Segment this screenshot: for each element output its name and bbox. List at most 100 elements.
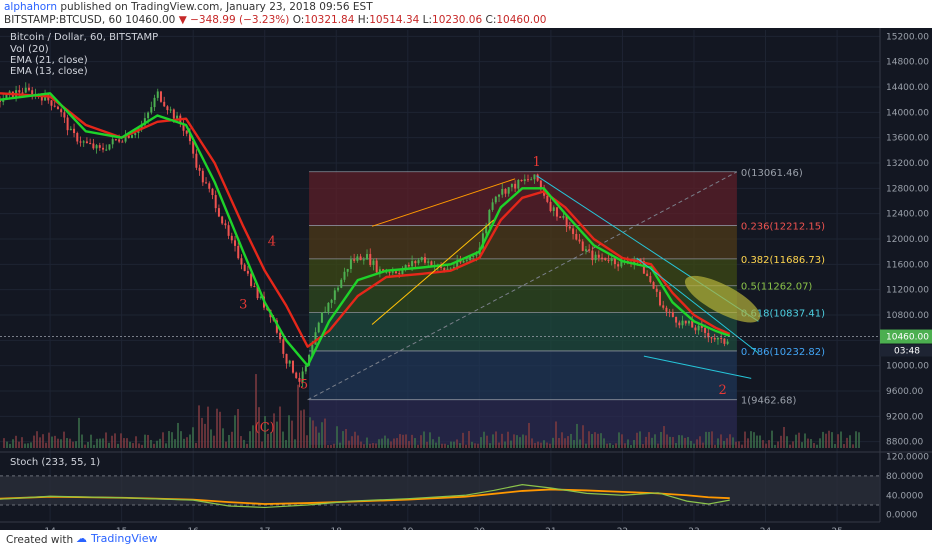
- volume-bar: [390, 441, 392, 448]
- price-tick-label: 13600.00: [886, 134, 929, 144]
- volume-bar: [699, 436, 701, 448]
- candle-body: [253, 285, 256, 287]
- volume-bar: [174, 439, 176, 448]
- volume-bar: [177, 422, 179, 448]
- channel-lower-line: [643, 355, 752, 379]
- candle-body: [8, 91, 11, 94]
- volume-bar: [153, 443, 155, 448]
- volume-bar: [537, 441, 539, 448]
- candle-body: [707, 332, 710, 338]
- volume-bar: [588, 431, 590, 448]
- volume-bar: [726, 438, 728, 448]
- volume-bar: [309, 417, 311, 448]
- volume-bar: [636, 432, 638, 448]
- candle-body: [427, 261, 430, 263]
- volume-bar: [24, 443, 26, 448]
- wave-label: 2: [718, 383, 726, 398]
- volume-bar: [513, 434, 515, 448]
- x-tick-label: 20: [474, 527, 486, 530]
- volume-bar: [171, 432, 173, 448]
- volume-bar: [747, 438, 749, 448]
- volume-bar: [336, 426, 338, 448]
- candle-body: [584, 249, 587, 251]
- volume-bar: [405, 434, 407, 448]
- author-link[interactable]: alphahorn: [4, 1, 57, 13]
- candle-body: [420, 257, 423, 261]
- chart-canvas[interactable]: 0(13061.46) 0.236(12212.15) 0.382(11686.73…: [0, 28, 932, 530]
- candle-body: [671, 312, 674, 317]
- candle-body: [124, 135, 127, 142]
- volume-bar: [507, 431, 509, 448]
- fib-zone: [309, 350, 737, 400]
- volume-bar: [498, 442, 500, 448]
- candle-body: [169, 109, 172, 111]
- x-tick-label: 21: [545, 527, 556, 530]
- volume-bar: [426, 441, 428, 448]
- candle-body: [404, 265, 407, 270]
- volume-bar: [585, 443, 587, 448]
- volume-bar: [723, 440, 725, 448]
- candle-body: [578, 239, 581, 242]
- candle-body: [610, 258, 613, 262]
- published-text: published on TradingView.com, January 23…: [60, 1, 373, 13]
- volume-bar: [186, 437, 188, 448]
- candle-body: [340, 279, 343, 288]
- tradingview-link[interactable]: ☁ TradingView: [72, 532, 157, 545]
- volume-bar: [432, 439, 434, 448]
- high-value: 10514.34: [369, 14, 420, 26]
- price-tick-label: 15200.00: [886, 32, 929, 42]
- candle-body: [285, 353, 288, 364]
- volume-bar: [567, 436, 569, 448]
- candle-body: [102, 147, 105, 150]
- candle-body: [481, 233, 484, 248]
- candle-body: [349, 259, 352, 269]
- volume-bar: [414, 438, 416, 448]
- price-tick-label: 9200.00: [886, 412, 923, 422]
- volume-bar: [3, 438, 5, 448]
- volume-bar: [846, 437, 848, 448]
- candle-body: [279, 332, 282, 340]
- candle-body: [89, 143, 92, 145]
- volume-bar: [783, 426, 785, 448]
- candle-body: [192, 141, 195, 154]
- candle-body: [69, 128, 72, 131]
- volume-bar: [342, 431, 344, 448]
- price-tick-label: 14000.00: [886, 108, 929, 118]
- volume-bar: [183, 438, 185, 448]
- price-tick-label: 14400.00: [886, 83, 929, 93]
- volume-bar: [825, 433, 827, 448]
- volume-bar: [348, 440, 350, 448]
- candle-body: [681, 320, 684, 326]
- volume-bar: [765, 443, 767, 448]
- volume-bar: [576, 423, 578, 448]
- candle-body: [18, 90, 21, 93]
- volume-bar: [720, 434, 722, 448]
- volume-bar: [483, 431, 485, 448]
- volume-bar: [204, 423, 206, 448]
- candle-body: [40, 96, 43, 101]
- volume-bar: [387, 438, 389, 448]
- volume-bar: [39, 437, 41, 448]
- fib-zone: [309, 312, 737, 351]
- wave-label: 4: [268, 234, 276, 249]
- volume-bar: [63, 431, 65, 448]
- candle-body: [655, 288, 658, 292]
- volume-bar: [594, 432, 596, 448]
- volume-bar: [435, 442, 437, 448]
- volume-bar: [813, 443, 815, 448]
- candle-body: [214, 195, 217, 209]
- volume-bar: [363, 444, 365, 448]
- volume-bar: [300, 410, 302, 448]
- volume-bar: [468, 431, 470, 448]
- volume-bar: [312, 420, 314, 448]
- volume-bar: [315, 426, 317, 448]
- candle-body: [166, 106, 169, 111]
- open-value: 10321.84: [304, 14, 355, 26]
- volume-bar: [30, 442, 32, 448]
- volume-bar: [516, 435, 518, 448]
- volume-bar: [282, 431, 284, 448]
- candle-body: [633, 260, 636, 264]
- candle-body: [388, 271, 391, 273]
- candle-body: [691, 321, 694, 328]
- candle-body: [684, 320, 687, 324]
